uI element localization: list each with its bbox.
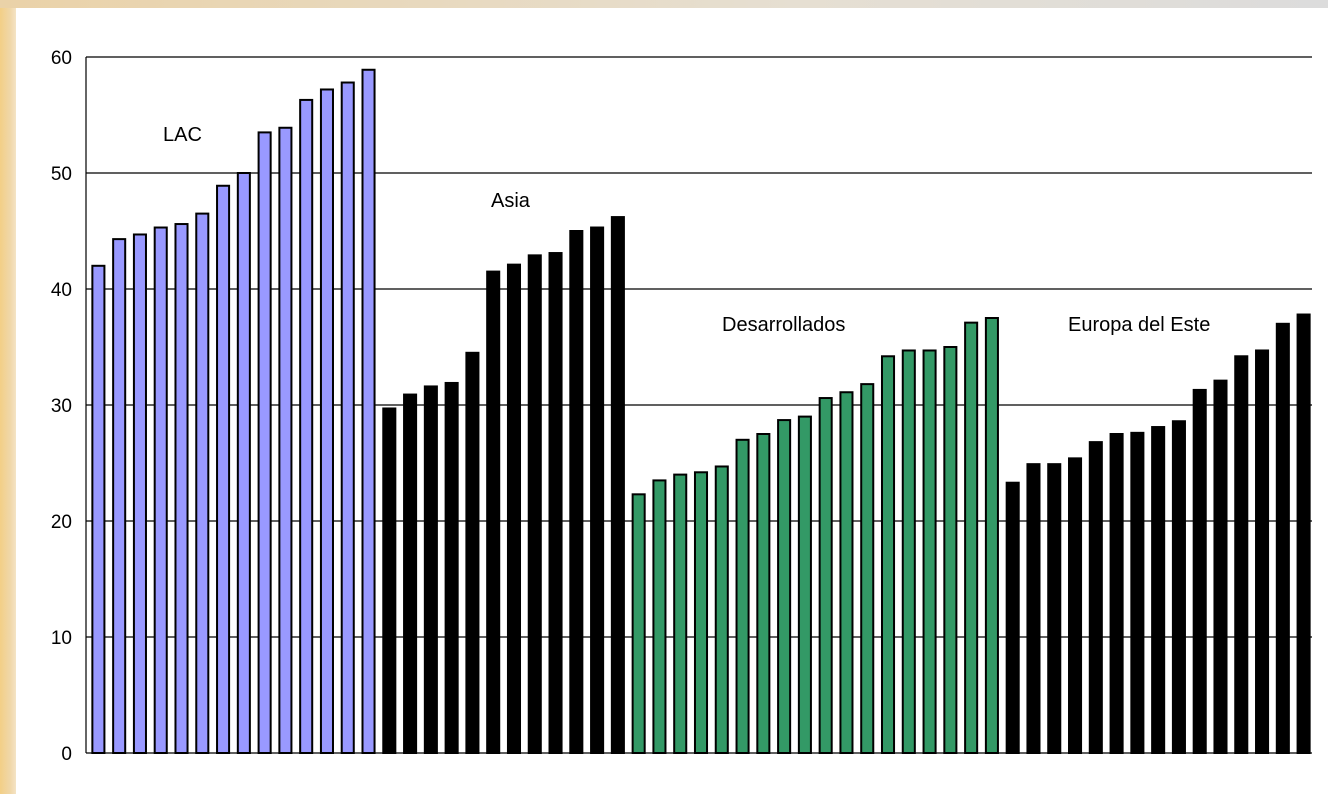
y-tick-label: 10: [51, 628, 72, 649]
bar: [590, 226, 605, 754]
group-label: LAC: [163, 124, 202, 146]
bar: [756, 433, 771, 754]
bar: [652, 479, 667, 754]
window-top-strip: [0, 0, 1328, 8]
bar: [610, 216, 625, 754]
bar: [735, 438, 750, 754]
bar: [714, 465, 729, 754]
bar: [132, 233, 147, 755]
bar: [631, 493, 646, 754]
bar: [403, 393, 418, 754]
bar: [569, 230, 584, 754]
bar: [860, 383, 875, 754]
bar: [465, 351, 480, 754]
bar: [236, 172, 251, 754]
bar: [444, 381, 459, 754]
bar: [112, 238, 127, 754]
y-tick-label: 60: [51, 48, 72, 69]
bar: [216, 184, 231, 754]
bar: [257, 131, 272, 754]
bar: [1109, 433, 1124, 754]
bar: [1005, 481, 1020, 754]
bar: [1255, 349, 1270, 754]
bar: [1171, 420, 1186, 754]
bar: [91, 264, 106, 754]
bar: [299, 98, 314, 755]
bar: [797, 415, 812, 754]
bar: [361, 68, 376, 754]
bar: [1088, 441, 1103, 754]
bar: [818, 397, 833, 754]
bar: [964, 321, 979, 754]
bar: [1213, 379, 1228, 754]
y-tick-label: 30: [51, 396, 72, 417]
bar: [548, 252, 563, 754]
chart-panel: 0 10 20 30 40 50 60 LAC Asia Desarrollados Europa …: [16, 8, 1328, 794]
bar: [195, 212, 210, 755]
bar: [839, 391, 854, 754]
bar: [1130, 431, 1145, 754]
y-tick-label: 20: [51, 512, 72, 533]
bar: [922, 349, 937, 754]
y-tick-label: 40: [51, 280, 72, 301]
bar: [382, 407, 397, 754]
bar: [1192, 388, 1207, 754]
bar-chart: 0 10 20 30 40 50 60 LAC Asia Desarrollados Europa …: [51, 48, 1312, 765]
bar: [506, 263, 522, 754]
bar: [984, 317, 999, 754]
group-label: Europa del Este: [1068, 314, 1210, 336]
bar: [1026, 463, 1041, 754]
bar: [153, 226, 168, 754]
bar: [1068, 457, 1083, 754]
bar: [319, 88, 334, 755]
bar: [777, 419, 792, 754]
y-tick-label: 50: [51, 164, 72, 185]
bar: [1234, 355, 1249, 754]
bar: [1151, 426, 1166, 754]
bar: [1275, 322, 1290, 754]
bar: [340, 81, 355, 754]
y-tick-label: 0: [61, 744, 72, 765]
bar: [278, 126, 293, 754]
bar: [423, 385, 438, 754]
group-label: Desarrollados: [722, 314, 845, 336]
bar: [943, 346, 958, 754]
bar: [174, 223, 189, 755]
bar: [673, 473, 688, 754]
bar: [1296, 313, 1311, 754]
group-label: Asia: [491, 190, 531, 212]
bar: [693, 471, 709, 754]
bar: [527, 254, 542, 755]
bar: [486, 270, 501, 754]
bar: [880, 355, 896, 754]
bar: [901, 349, 916, 754]
bar: [1047, 463, 1062, 754]
